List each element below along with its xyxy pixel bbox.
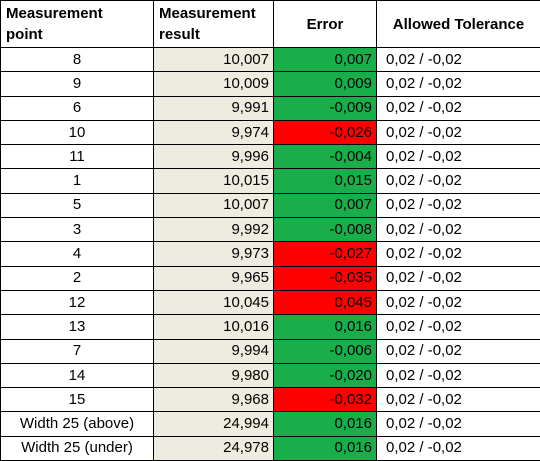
cell-measurement-result: 9,994: [154, 339, 274, 363]
cell-allowed-tolerance: 0,02 / -0,02: [377, 363, 540, 387]
cell-allowed-tolerance: 0,02 / -0,02: [377, 436, 540, 460]
cell-error: 0,015: [274, 169, 377, 193]
cell-measurement-point: 7: [1, 339, 154, 363]
header-result-line-1: Measurement: [159, 5, 256, 22]
cell-error: -0,026: [274, 120, 377, 144]
cell-measurement-point: 11: [1, 145, 154, 169]
cell-measurement-point: 14: [1, 363, 154, 387]
cell-allowed-tolerance: 0,02 / -0,02: [377, 72, 540, 96]
cell-measurement-result: 9,980: [154, 363, 274, 387]
cell-allowed-tolerance: 0,02 / -0,02: [377, 48, 540, 72]
cell-error: 0,009: [274, 72, 377, 96]
cell-measurement-point: 13: [1, 315, 154, 339]
cell-allowed-tolerance: 0,02 / -0,02: [377, 193, 540, 217]
header-result-line-2: result: [159, 26, 200, 43]
header-point-line-2: point: [6, 26, 43, 43]
cell-error: -0,027: [274, 242, 377, 266]
cell-measurement-result: 9,991: [154, 96, 274, 120]
cell-measurement-result: 10,007: [154, 48, 274, 72]
cell-allowed-tolerance: 0,02 / -0,02: [377, 388, 540, 412]
cell-allowed-tolerance: 0,02 / -0,02: [377, 290, 540, 314]
cell-error: 0,016: [274, 412, 377, 436]
cell-measurement-result: 9,992: [154, 218, 274, 242]
cell-error: -0,008: [274, 218, 377, 242]
cell-error: 0,045: [274, 290, 377, 314]
header-measurement-result: Measurement result: [154, 1, 274, 48]
header-measurement-point: Measurement point: [1, 1, 154, 48]
cell-error: 0,016: [274, 315, 377, 339]
cell-measurement-result: 9,965: [154, 266, 274, 290]
cell-measurement-result: 24,994: [154, 412, 274, 436]
cell-measurement-point: 1: [1, 169, 154, 193]
cell-measurement-point: 5: [1, 193, 154, 217]
header-point-line-1: Measurement: [6, 5, 103, 22]
cell-measurement-result: 10,007: [154, 193, 274, 217]
cell-error: 0,007: [274, 48, 377, 72]
table-header: Measurement point Measurement result Err…: [1, 1, 540, 48]
header-row: Measurement point Measurement result Err…: [1, 1, 540, 48]
cell-allowed-tolerance: 0,02 / -0,02: [377, 242, 540, 266]
cell-allowed-tolerance: 0,02 / -0,02: [377, 339, 540, 363]
cell-allowed-tolerance: 0,02 / -0,02: [377, 169, 540, 193]
cell-allowed-tolerance: 0,02 / -0,02: [377, 266, 540, 290]
cell-allowed-tolerance: 0,02 / -0,02: [377, 218, 540, 242]
header-allowed-tolerance: Allowed Tolerance: [377, 1, 540, 48]
cell-error: -0,035: [274, 266, 377, 290]
cell-measurement-point: 2: [1, 266, 154, 290]
cell-allowed-tolerance: 0,02 / -0,02: [377, 96, 540, 120]
cell-measurement-result: 9,973: [154, 242, 274, 266]
cell-measurement-point: 9: [1, 72, 154, 96]
cell-measurement-point: Width 25 (under): [1, 436, 154, 460]
cell-error: -0,004: [274, 145, 377, 169]
cell-measurement-point: Width 25 (above): [1, 412, 154, 436]
cell-error: 0,007: [274, 193, 377, 217]
cell-measurement-point: 10: [1, 120, 154, 144]
cell-measurement-result: 9,968: [154, 388, 274, 412]
cell-measurement-result: 10,009: [154, 72, 274, 96]
cell-measurement-result: 9,996: [154, 145, 274, 169]
cell-error: -0,006: [274, 339, 377, 363]
cell-measurement-result: 10,016: [154, 315, 274, 339]
cell-measurement-point: 8: [1, 48, 154, 72]
cell-allowed-tolerance: 0,02 / -0,02: [377, 315, 540, 339]
cell-measurement-result: 9,974: [154, 120, 274, 144]
cell-error: -0,032: [274, 388, 377, 412]
cell-measurement-point: 12: [1, 290, 154, 314]
cell-error: -0,020: [274, 363, 377, 387]
cell-measurement-point: 4: [1, 242, 154, 266]
cell-measurement-result: 10,045: [154, 290, 274, 314]
cell-measurement-result: 24,978: [154, 436, 274, 460]
cell-error: -0,009: [274, 96, 377, 120]
cell-error: 0,016: [274, 436, 377, 460]
cell-measurement-point: 6: [1, 96, 154, 120]
cell-measurement-point: 3: [1, 218, 154, 242]
cell-measurement-point: 15: [1, 388, 154, 412]
cell-allowed-tolerance: 0,02 / -0,02: [377, 145, 540, 169]
cell-allowed-tolerance: 0,02 / -0,02: [377, 412, 540, 436]
cell-allowed-tolerance: 0,02 / -0,02: [377, 120, 540, 144]
header-error: Error: [274, 1, 377, 48]
cell-measurement-result: 10,015: [154, 169, 274, 193]
